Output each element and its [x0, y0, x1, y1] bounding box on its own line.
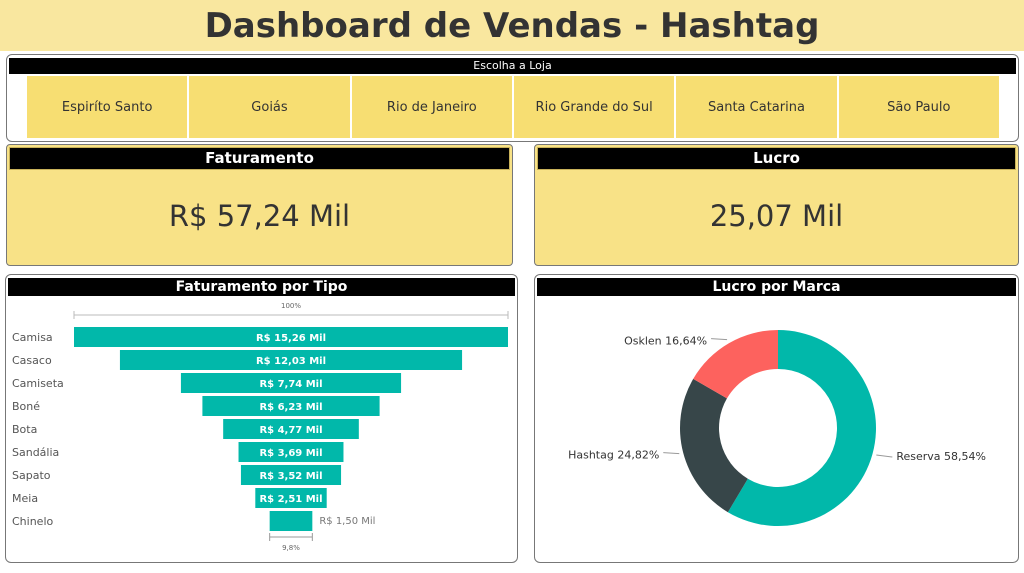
slicer-option-espirito-santo[interactable]: Espiríto Santo	[27, 76, 188, 138]
title-bar: Dashboard de Vendas - Hashtag	[0, 0, 1024, 51]
funnel-bar	[119, 350, 463, 370]
funnel-category-label: Camisa	[12, 331, 53, 344]
funnel-category-label: Sandália	[12, 446, 59, 459]
funnel-category-label: Sapato	[12, 469, 51, 482]
funnel-bar	[238, 442, 344, 462]
donut-slice-hashtag	[680, 378, 748, 513]
slicer-option-sao-paulo[interactable]: São Paulo	[838, 76, 999, 138]
donut-label-hashtag: Hashtag 24,82%	[568, 449, 659, 462]
faturamento-value: R$ 57,24 Mil	[168, 199, 351, 233]
funnel-bar	[202, 396, 380, 416]
funnel-data-label: R$ 12,03 Mil	[256, 356, 326, 367]
funnel-bar	[269, 511, 313, 531]
funnel-bar	[255, 488, 327, 508]
slicer-option-rio-grande-do-sul[interactable]: Rio Grande do Sul	[513, 76, 675, 138]
funnel-data-label: R$ 3,52 Mil	[259, 471, 322, 482]
donut-leader-line	[711, 338, 728, 341]
lucro-label: Lucro	[537, 147, 1016, 170]
donut-svg: Reserva 58,54% Hashtag 24,82% Osklen 16,64…	[568, 330, 986, 526]
lucro-card: Lucro 25,07 Mil	[534, 144, 1019, 266]
funnel-title: Faturamento por Tipo	[8, 278, 515, 296]
lucro-value: 25,07 Mil	[709, 199, 844, 233]
funnel-bar	[180, 373, 402, 393]
funnel-data-label: R$ 2,51 Mil	[259, 494, 322, 505]
slicer-header: Escolha a Loja	[9, 58, 1016, 74]
lucro-por-marca-chart: Lucro por Marca Reserva 58,54% Hashtag 24…	[534, 274, 1019, 563]
faturamento-card: Faturamento R$ 57,24 Mil	[6, 144, 513, 266]
slicer-option-rio-de-janeiro[interactable]: Rio de Janeiro	[351, 76, 512, 138]
funnel-data-label: R$ 1,50 Mil	[319, 516, 375, 527]
bottom-percent-label: 9,8%	[282, 544, 300, 552]
funnel-bar	[223, 419, 359, 439]
funnel-category-label: Chinelo	[12, 515, 54, 528]
funnel-data-label: R$ 6,23 Mil	[259, 402, 322, 413]
slicer-option-goias[interactable]: Goiás	[189, 76, 350, 138]
funnel-svg: 100% Camisa R$ 15,26 Mil Casaco R$ 12,03 Mil…	[12, 302, 509, 552]
slicer-option-santa-catarina[interactable]: Santa Catarina	[676, 76, 837, 138]
faturamento-label: Faturamento	[9, 147, 510, 170]
funnel-category-label: Casaco	[12, 354, 52, 367]
funnel-category-label: Camiseta	[12, 377, 64, 390]
funnel-bar	[74, 327, 508, 347]
donut-title: Lucro por Marca	[537, 278, 1016, 296]
funnel-category-label: Bota	[12, 423, 37, 436]
donut-label-osklen: Osklen 16,64%	[624, 335, 707, 348]
funnel-bar	[240, 465, 342, 485]
funnel-data-label: R$ 7,74 Mil	[259, 379, 322, 390]
donut-label-reserva: Reserva 58,54%	[896, 450, 986, 463]
funnel-data-label: R$ 3,69 Mil	[259, 448, 322, 459]
page-title: Dashboard de Vendas - Hashtag	[204, 5, 820, 46]
funnel-data-label: R$ 4,77 Mil	[259, 425, 322, 436]
funnel-category-label: Boné	[12, 400, 40, 413]
donut-leader-line	[663, 452, 680, 455]
donut-slice-reserva	[727, 330, 876, 526]
store-slicer: Escolha a Loja Espiríto Santo Goiás Rio …	[6, 54, 1019, 142]
top-percent-label: 100%	[281, 302, 301, 310]
funnel-category-label: Meia	[12, 492, 38, 505]
faturamento-por-tipo-chart: Faturamento por Tipo 100% Camisa R$ 15,26 …	[5, 274, 518, 563]
funnel-data-label: R$ 15,26 Mil	[256, 333, 326, 344]
donut-slice-osklen	[693, 330, 778, 399]
donut-leader-line	[876, 454, 893, 458]
